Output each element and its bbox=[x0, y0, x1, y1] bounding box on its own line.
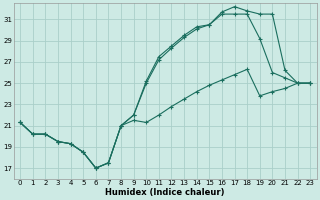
X-axis label: Humidex (Indice chaleur): Humidex (Indice chaleur) bbox=[106, 188, 225, 197]
